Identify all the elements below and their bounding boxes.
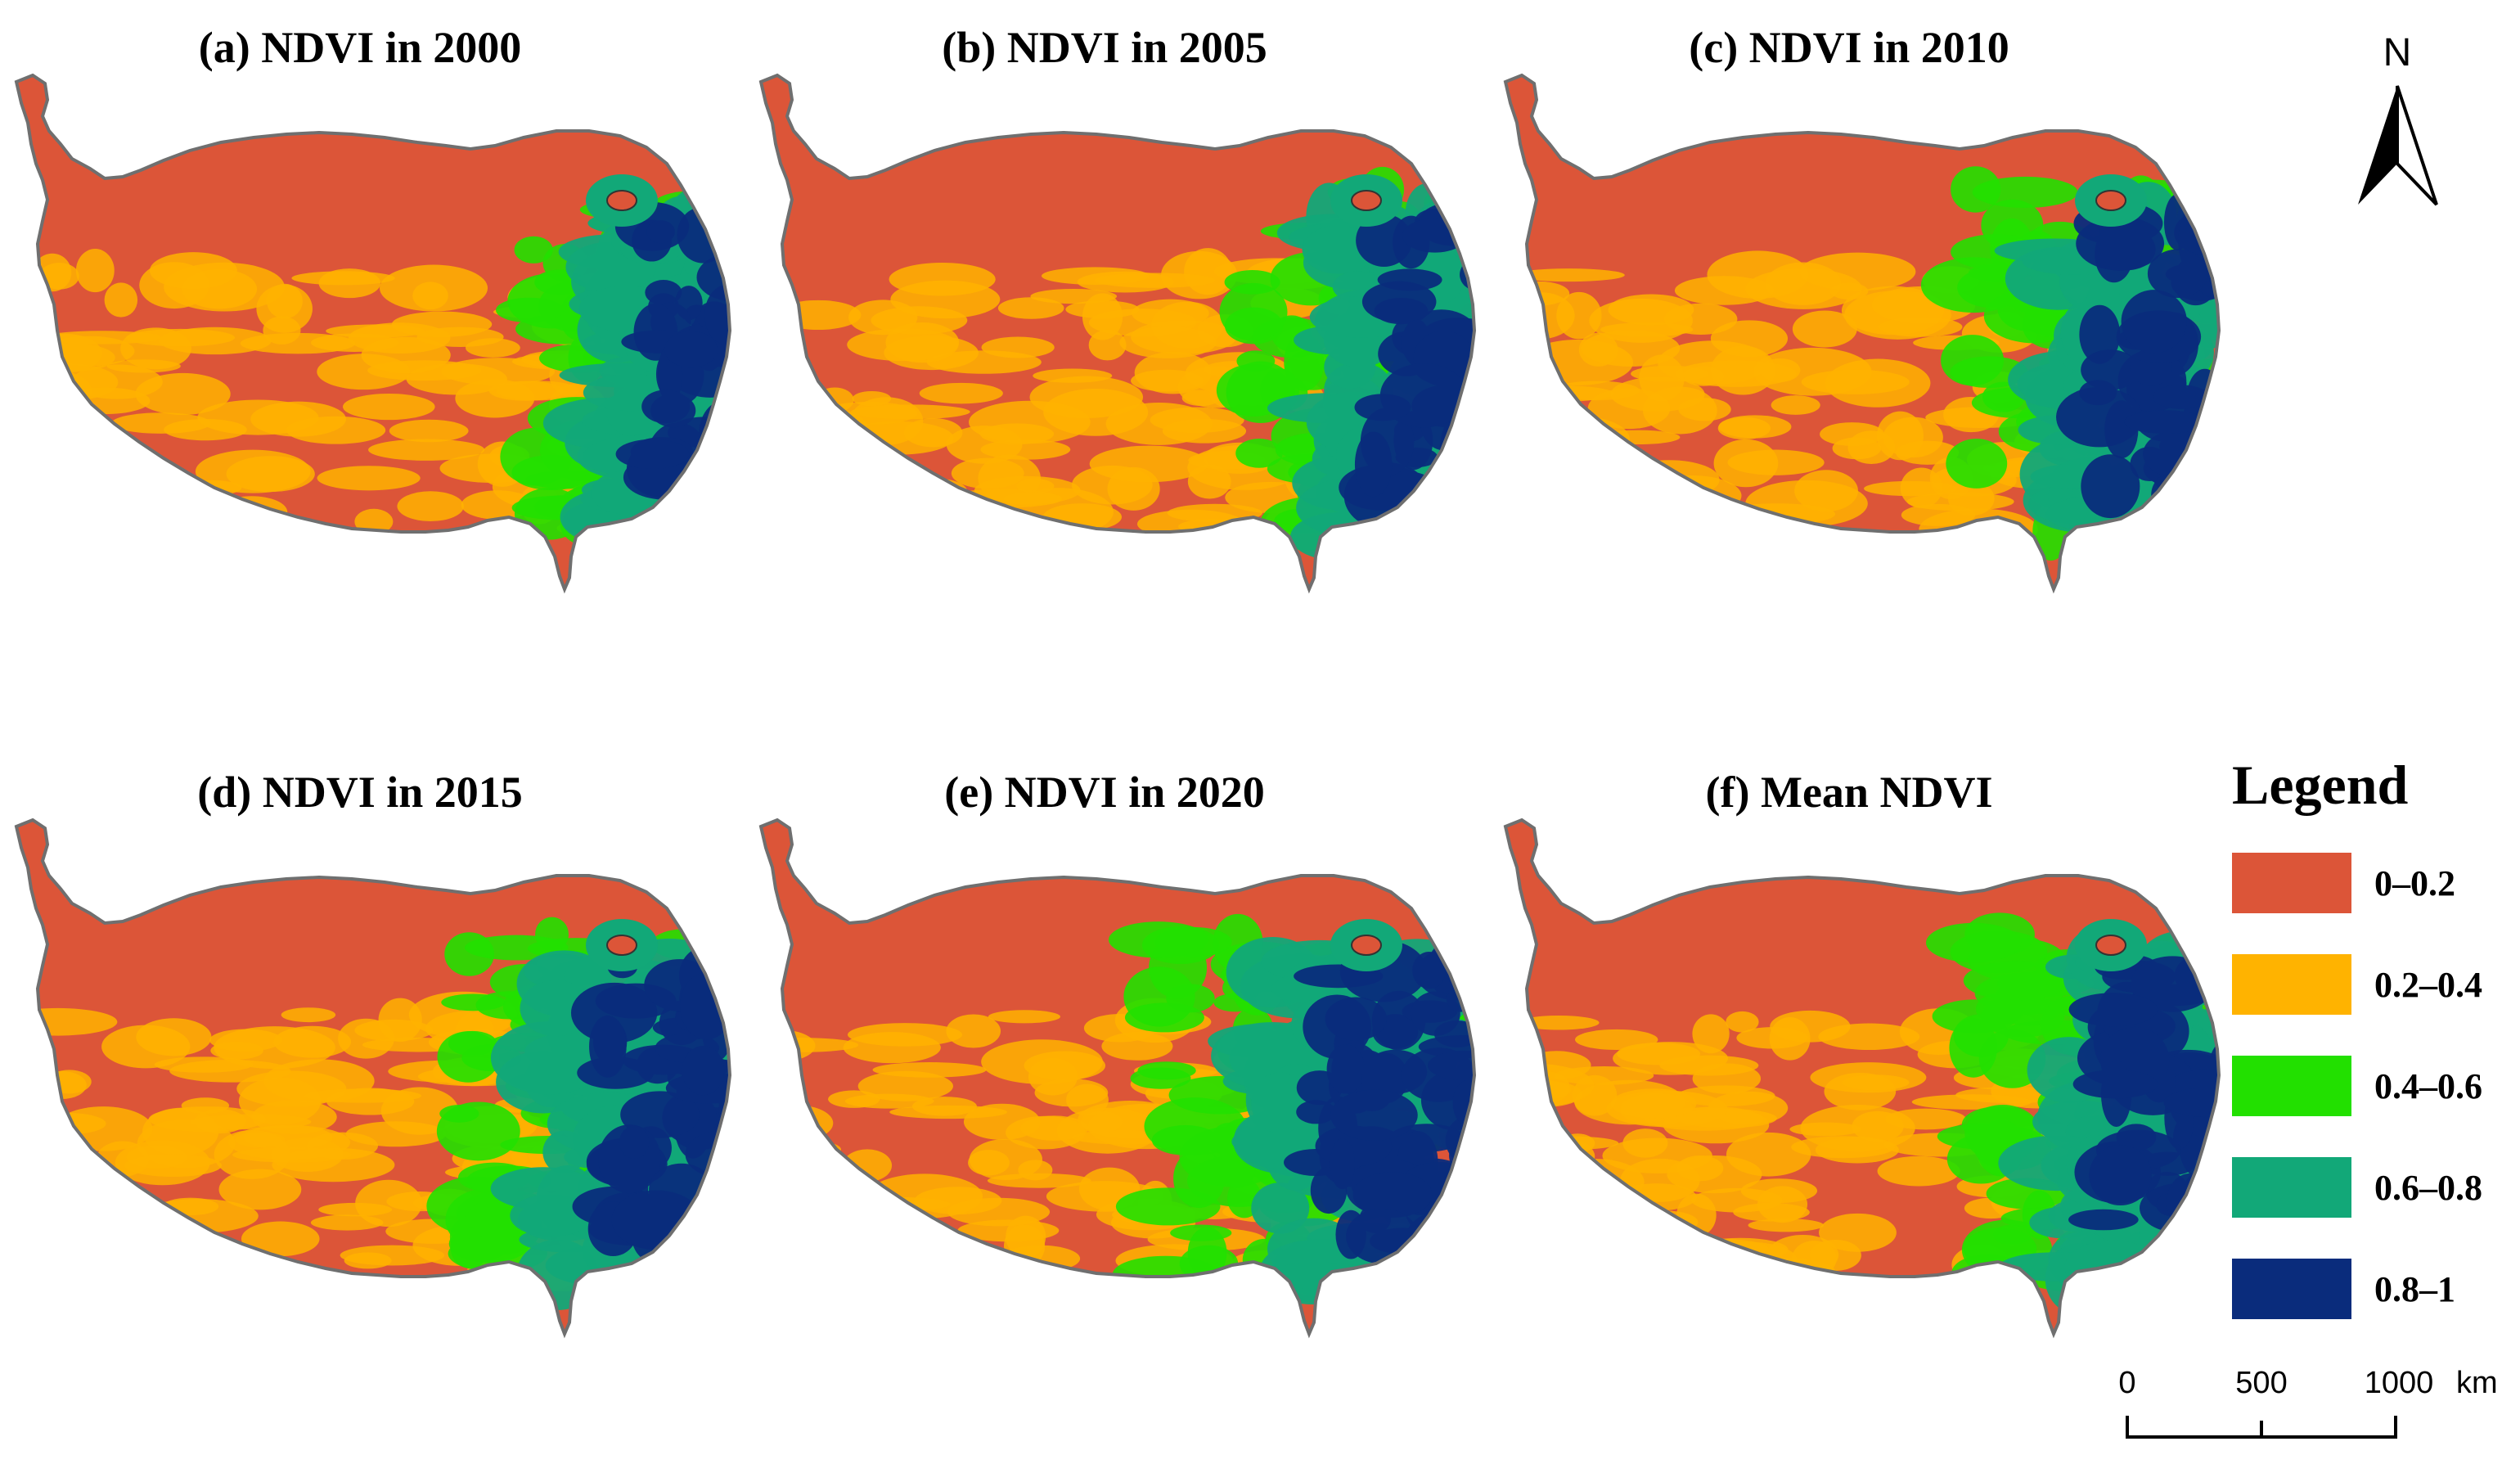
panel-title: (b) NDVI in 2005 bbox=[942, 23, 1267, 72]
panel-title: (a) NDVI in 2000 bbox=[199, 23, 522, 72]
ndvi-raster bbox=[1505, 75, 2219, 589]
legend-label: 0.4–0.6 bbox=[2374, 1066, 2482, 1106]
map-panel-c: (c) NDVI in 2010 bbox=[1504, 23, 2221, 591]
panel-title: (c) NDVI in 2010 bbox=[1689, 23, 2009, 72]
panel-title: (d) NDVI in 2015 bbox=[197, 768, 523, 817]
ndvi-raster bbox=[16, 75, 730, 589]
scale-tick-label: 1000 bbox=[2365, 1366, 2434, 1400]
legend-swatch bbox=[2232, 853, 2351, 913]
panel-title: (f) Mean NDVI bbox=[1706, 768, 1993, 817]
ndvi-raster bbox=[1505, 820, 2219, 1334]
map-panel-e: (e) NDVI in 2020 bbox=[759, 768, 1476, 1336]
north-arrow-icon bbox=[2358, 85, 2438, 206]
legend-items: 0–0.2 0.2–0.4 0.4–0.6 0.6–0.8 0.8–1 bbox=[2232, 853, 2482, 1319]
ndvi-raster bbox=[761, 820, 1474, 1334]
scale-unit: km bbox=[2456, 1366, 2498, 1400]
map-panel-a: (a) NDVI in 2000 bbox=[15, 23, 731, 591]
legend-swatch bbox=[2232, 1157, 2351, 1218]
scale-tick-label: 500 bbox=[2235, 1366, 2287, 1400]
legend-swatch bbox=[2232, 1259, 2351, 1319]
legend-swatch bbox=[2232, 954, 2351, 1015]
legend-label: 0.6–0.8 bbox=[2374, 1168, 2482, 1208]
north-label: N bbox=[2383, 31, 2412, 74]
north-arrow: N bbox=[2358, 31, 2438, 206]
legend-swatch bbox=[2232, 1056, 2351, 1116]
map-panel-d: (d) NDVI in 2015 bbox=[15, 768, 731, 1336]
legend-label: 0–0.2 bbox=[2374, 863, 2455, 903]
panel-title: (e) NDVI in 2020 bbox=[944, 768, 1264, 817]
legend-label: 0.8–1 bbox=[2374, 1269, 2455, 1309]
legend-title: Legend bbox=[2232, 754, 2409, 816]
legend: Legend 0–0.2 0.2–0.4 0.4–0.6 0.6–0.8 0.8–1 bbox=[2232, 754, 2482, 1319]
map-panels: (a) NDVI in 2000 (b) NDVI in 2005 (c) NDVI… bbox=[15, 23, 2221, 1336]
scale-bar: 0 500 1000 km bbox=[2118, 1366, 2498, 1439]
ndvi-raster bbox=[761, 75, 1474, 589]
scale-tick-label: 0 bbox=[2118, 1366, 2135, 1400]
map-panel-f: (f) Mean NDVI bbox=[1504, 768, 2221, 1336]
map-panel-b: (b) NDVI in 2005 bbox=[759, 23, 1476, 591]
legend-label: 0.2–0.4 bbox=[2374, 965, 2482, 1005]
ndvi-raster bbox=[16, 820, 730, 1334]
